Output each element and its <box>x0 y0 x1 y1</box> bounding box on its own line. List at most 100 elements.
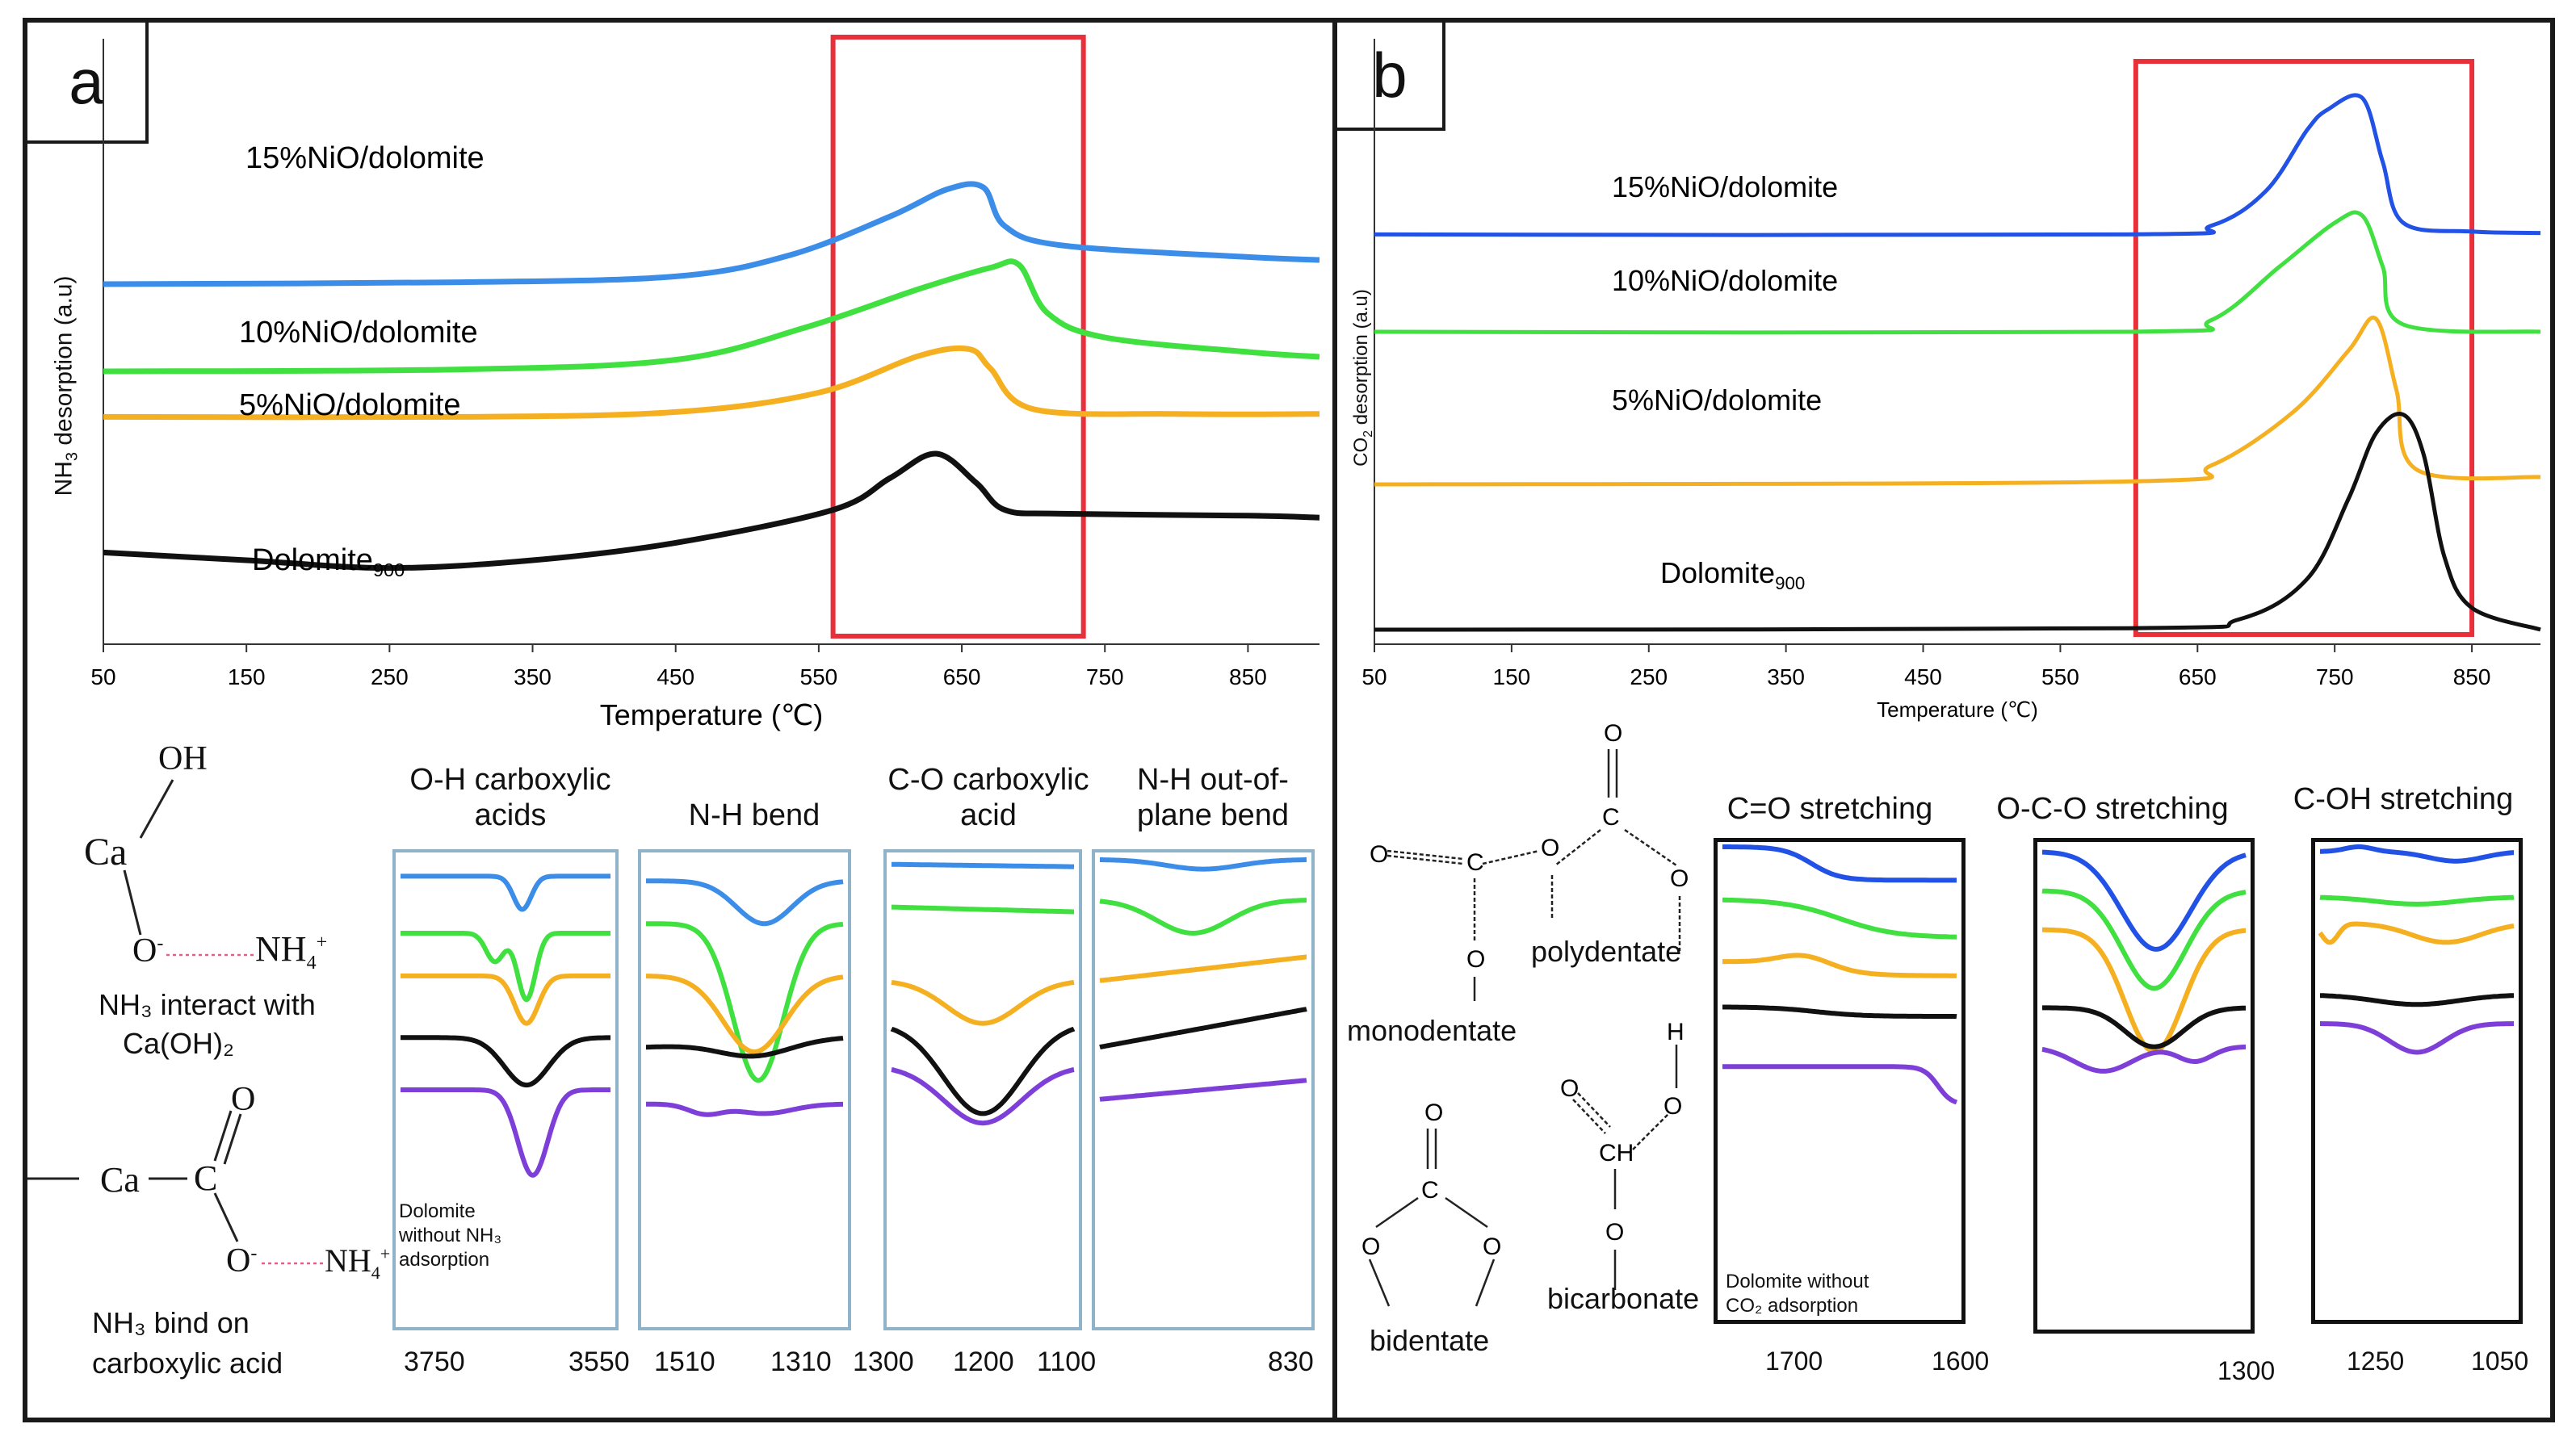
ir-a-4-trace <box>1099 898 1307 936</box>
chart-a-xtick-label: 250 <box>371 664 409 689</box>
ir-b-tick-1050: 1050 <box>2471 1347 2529 1376</box>
ir-a-header-3-l2: acid <box>960 798 1017 832</box>
interact-line2: Ca(OH)₂ <box>123 1027 234 1060</box>
ir-a-header-4: N-H out-of- plane bend <box>1092 762 1334 833</box>
ir-b-note: Dolomite without CO₂ adsorption <box>1726 1270 1869 1318</box>
ir-a-tick-3550: 3550 <box>568 1347 630 1377</box>
ir-a-tick-1200: 1200 <box>953 1347 1014 1377</box>
ir-a-2-trace <box>645 1036 844 1059</box>
chart-b-xtick-label: 650 <box>2179 664 2217 689</box>
chart-b-xtick-label: 750 <box>2316 664 2354 689</box>
chart-a-series-label: Dolomite900 <box>252 543 405 580</box>
chem-nh4-2-text: NH <box>325 1242 371 1279</box>
ir-a-3-trace <box>891 1067 1075 1126</box>
chart-a-xtick-label: 450 <box>657 664 694 689</box>
chart-a-series-line <box>103 345 1320 421</box>
chart-a-xtick-label: 50 <box>90 664 115 689</box>
ir-b-3-trace <box>2319 1021 2515 1055</box>
chart-b-series-line <box>1374 93 2541 237</box>
chem-c: C <box>194 1158 218 1198</box>
chem-b-o1: O <box>1370 841 1388 868</box>
ir-b-2-trace <box>2041 849 2247 952</box>
ir-a-1-plot <box>400 873 610 1178</box>
ir-a-header-1-l1: O-H carboxylic <box>409 763 611 797</box>
ir-a-4-plot <box>1099 857 1307 1102</box>
chem-b-o5: O <box>1670 865 1689 892</box>
chart-a-series-line <box>103 450 1320 572</box>
ir-a-2-trace <box>646 878 844 927</box>
ir-a-tick-3750: 3750 <box>404 1347 465 1377</box>
ir-b-3-trace <box>2319 844 2515 864</box>
chem-b-h: H <box>1667 1019 1684 1045</box>
chart-b-ylabel: CO2 desorption (a.u) <box>1350 289 1375 467</box>
chart-b-xtick-label: 150 <box>1493 664 1531 689</box>
ir-b-2-trace <box>2041 927 2247 1054</box>
ir-a-box-3 <box>883 849 1082 1330</box>
interact-line1: NH₃ interact with <box>99 988 316 1021</box>
ir-a-header-3: C-O carboxylic acid <box>867 762 1110 833</box>
chart-a-xlabel: Temperature (℃) <box>600 698 824 731</box>
chart-b-xtick-label: 850 <box>2453 664 2491 689</box>
ir-b-2-plot <box>2041 849 2247 1074</box>
ir-b-tick-1600: 1600 <box>1932 1347 1990 1376</box>
ir-a-tick-1100: 1100 <box>1037 1347 1097 1377</box>
label-polydentate: polydentate <box>1531 935 1682 968</box>
ir-a-1-trace <box>401 1035 610 1088</box>
chem-b-o2: O <box>1541 835 1559 861</box>
ir-b-1-plot <box>1722 844 1958 1105</box>
label-monodentate: monodentate <box>1347 1014 1517 1047</box>
dashed-hbond-1 <box>166 953 254 957</box>
ir-a-4-trace <box>1099 1078 1307 1102</box>
chart-a-xtick-label: 150 <box>228 664 266 689</box>
ir-a-3-trace <box>891 904 1075 915</box>
chart-a-xtick-label: 550 <box>800 664 838 689</box>
ir-a-box-4 <box>1092 849 1315 1330</box>
ir-a-4-trace <box>1099 954 1307 983</box>
chem-o-minus-2: O- <box>226 1242 258 1280</box>
ir-b-tick-1250: 1250 <box>2347 1347 2405 1376</box>
chem-nh4-2: NH4+ <box>325 1242 391 1283</box>
ir-b-header-2: O-C-O stretching <box>1996 792 2229 826</box>
chart-a-series-label: 5%NiO/dolomite <box>239 388 461 422</box>
chem-b-o6: O <box>1424 1099 1443 1126</box>
chart-b-series-label: 10%NiO/dolomite <box>1612 264 1838 297</box>
ir-a-1-trace <box>401 873 610 912</box>
ir-b-3-trace <box>2319 894 2515 907</box>
ir-b-box-3 <box>2311 838 2523 1324</box>
ir-a-2-trace <box>646 974 844 1054</box>
ir-a-1-trace <box>400 973 610 1026</box>
ir-b-1-trace <box>1722 953 1957 978</box>
bind-line1: NH₃ bind on <box>92 1306 250 1339</box>
chem-b-o10: O <box>1663 1093 1682 1120</box>
chart-b-series-line <box>1374 412 2541 632</box>
chart-b-xtick-label: 550 <box>2041 664 2079 689</box>
ir-b-1-trace <box>1722 844 1957 883</box>
ir-b-tick-1300: 1300 <box>2217 1356 2276 1385</box>
chem-b-c3: C <box>1421 1177 1439 1204</box>
chart-a-highlight-box <box>830 35 1086 639</box>
panel-a-label: a <box>27 23 149 144</box>
ir-a-box-2 <box>638 849 851 1330</box>
chem-b-o4: O <box>1604 720 1622 747</box>
ir-b-header-1: C=O stretching <box>1726 792 1933 826</box>
chem-nh4: NH4+ <box>255 929 328 974</box>
ir-a-box-1: Dolomite without NH₃ adsorption <box>392 849 619 1330</box>
ir-b-2-trace <box>2041 1044 2247 1074</box>
ir-a-3-trace <box>890 1026 1076 1116</box>
ir-b-3-plot <box>2318 844 2515 1055</box>
ir-a-header-1: O-H carboxylic acids <box>389 762 631 833</box>
ir-a-header-2-l1: N-H bend <box>688 798 820 832</box>
chart-a-series-line <box>103 181 1320 287</box>
chem-structures-b: O C O O O C O O C O O O CH O <box>1361 720 1689 1307</box>
chart-b-series-line <box>1374 315 2541 487</box>
ir-a-tick-1310: 1310 <box>770 1347 832 1377</box>
chem-ca: Ca <box>84 831 128 873</box>
chart-a-series-label: 15%NiO/dolomite <box>245 141 485 175</box>
ir-a-header-4-l2: plane bend <box>1136 798 1290 832</box>
chart-a-series-line <box>103 258 1320 375</box>
chem-b-o9: O <box>1560 1075 1579 1102</box>
ir-b-1-trace <box>1722 1004 1957 1020</box>
ir-a-tick-1300: 1300 <box>853 1347 914 1377</box>
label-bidentate: bidentate <box>1370 1324 1490 1357</box>
ir-a-3-plot <box>890 861 1076 1126</box>
